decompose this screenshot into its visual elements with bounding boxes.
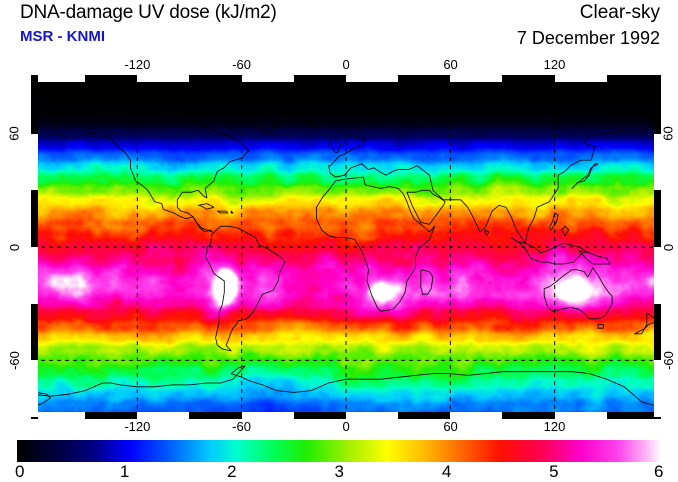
top-axis-label-1: -60	[232, 57, 251, 72]
top-axis-label-3: 60	[443, 57, 458, 72]
colorbar-tick-label-5: 5	[549, 462, 559, 481]
bottom-axis-label-1: -60	[232, 419, 251, 434]
top-tick-band	[31, 75, 661, 82]
colorbar-tick-label-1: 1	[119, 462, 130, 481]
left-axis-label-0: 60	[6, 126, 22, 141]
bottom-axis-label-3: 60	[443, 419, 458, 434]
bottom-axis-label-0: -120	[124, 419, 151, 434]
tick-segment	[554, 75, 607, 82]
tick-segment	[241, 412, 294, 419]
graticule	[33, 77, 659, 417]
top-axis-label-0: -120	[124, 57, 151, 72]
colorbar-tick-label-6: 6	[654, 462, 664, 481]
top-axis-label-4: 120	[543, 57, 566, 72]
colorbar-tick-label-3: 3	[334, 462, 344, 481]
tick-segment	[450, 412, 503, 419]
tick-segment	[554, 412, 607, 419]
left-tick-band	[31, 75, 38, 419]
colorbar-tick-label-0: 0	[15, 462, 25, 481]
figure-header: DNA-damage UV dose (kJ/m2) MSR - KNMI Cl…	[0, 0, 678, 52]
tick-segment	[654, 133, 661, 191]
page-title: DNA-damage UV dose (kJ/m2)	[20, 2, 277, 23]
tick-segment	[31, 133, 38, 191]
left-axis-label-2: -60	[6, 350, 22, 370]
tick-segment	[137, 75, 190, 82]
left-axis-label-1: 0	[6, 243, 22, 251]
bottom-tick-band	[31, 412, 661, 419]
colorbar-tick-label-2: 2	[227, 462, 237, 481]
colorbar-gradient	[17, 440, 661, 462]
sky-condition-label: Clear-sky	[579, 2, 660, 23]
right-axis-label-1: 0	[660, 243, 676, 251]
right-tick-band	[654, 75, 661, 419]
coastlines	[33, 91, 659, 407]
colorbar	[17, 440, 661, 462]
tick-segment	[31, 360, 38, 417]
tick-segment	[33, 75, 86, 82]
tick-segment	[346, 75, 399, 82]
tick-segment	[654, 360, 661, 417]
tick-segment	[241, 75, 294, 82]
colorbar-tick-label-4: 4	[441, 462, 452, 481]
tick-segment	[654, 247, 661, 304]
tick-segment	[31, 247, 38, 304]
map-plot-area	[31, 75, 661, 419]
coastline-and-grid-overlay	[33, 77, 659, 417]
date-label: 7 December 1992	[516, 28, 660, 48]
tick-segment	[33, 412, 86, 419]
bottom-axis-label-4: 120	[543, 419, 566, 434]
tick-segment	[137, 412, 190, 419]
right-axis-label-0: 60	[660, 126, 676, 141]
tick-segment	[346, 412, 399, 419]
bottom-axis-label-2: 0	[342, 419, 350, 434]
right-axis-label-2: -60	[660, 350, 676, 370]
tick-segment	[450, 75, 503, 82]
institute-label: MSR - KNMI	[20, 28, 105, 45]
top-axis-label-2: 0	[342, 57, 350, 72]
